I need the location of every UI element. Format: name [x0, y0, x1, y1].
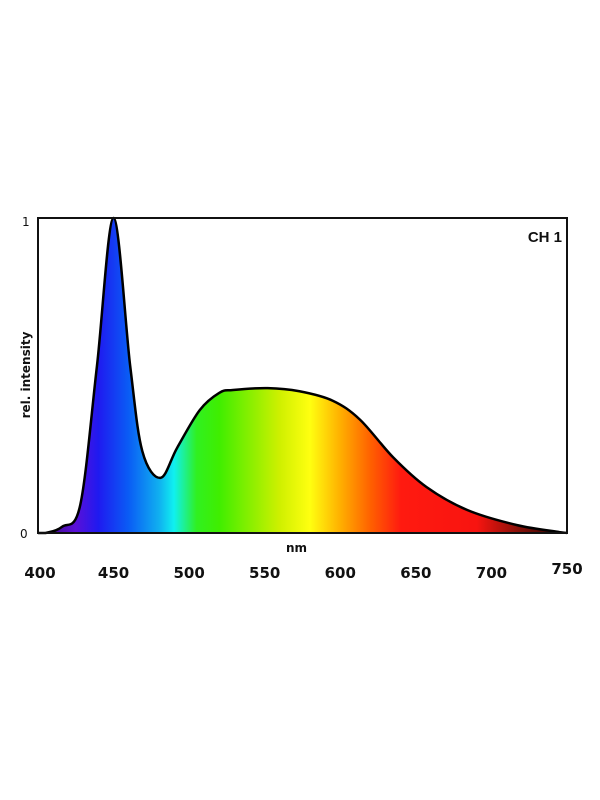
x-tick-label: 600 — [325, 564, 356, 582]
y-tick-1: 1 — [22, 215, 30, 229]
x-tick-label: 750 — [551, 560, 582, 578]
y-axis-label: rel. intensity — [19, 331, 33, 418]
x-tick-label: 400 — [24, 564, 55, 582]
spectrum-area — [38, 218, 567, 533]
x-tick-label: 450 — [98, 564, 129, 582]
y-tick-0: 0 — [20, 527, 28, 541]
plot-frame — [37, 217, 568, 534]
x-axis-label: nm — [286, 541, 307, 555]
x-tick-label: 700 — [476, 564, 507, 582]
spectrum-line — [38, 216, 568, 535]
x-tick-label: 500 — [173, 564, 204, 582]
x-tick-label: 650 — [400, 564, 431, 582]
channel-label: CH 1 — [528, 229, 562, 246]
x-tick-label: 550 — [249, 564, 280, 582]
